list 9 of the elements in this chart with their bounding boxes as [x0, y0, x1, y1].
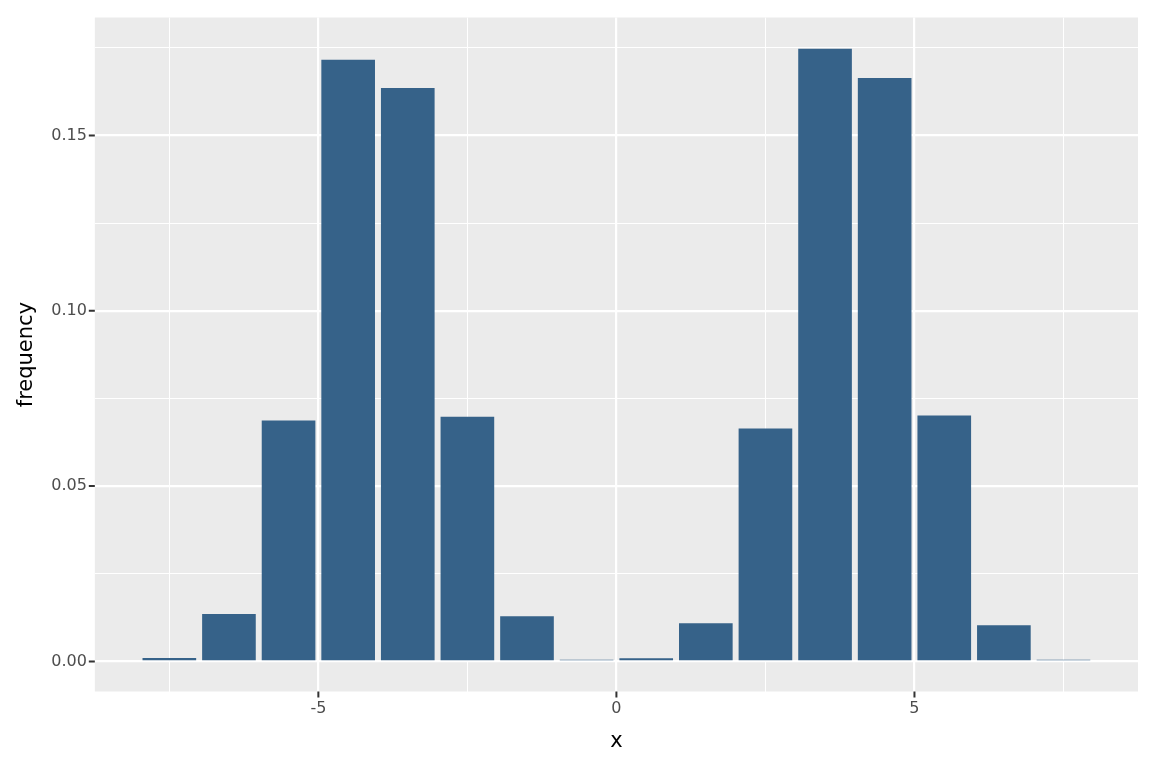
y-tick-label: 0.10	[51, 299, 87, 319]
x-tick-label: -5	[310, 698, 327, 718]
x-axis-title: x	[610, 727, 623, 752]
y-tick-label: 0.05	[51, 475, 87, 495]
y-tick-label: 0.15	[51, 124, 87, 144]
x-tick-label: 5	[909, 698, 920, 718]
x-tick-label: 0	[611, 698, 622, 718]
y-axis-title: frequency	[13, 301, 38, 408]
y-tick-label: 0.00	[51, 650, 87, 670]
